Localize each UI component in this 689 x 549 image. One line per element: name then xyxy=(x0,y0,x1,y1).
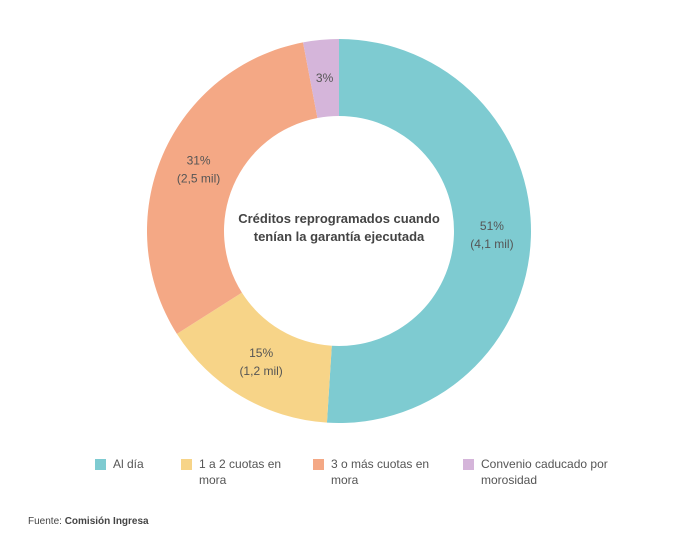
count-label: (4,1 mil) xyxy=(470,237,513,251)
value-label: 3% xyxy=(316,71,334,85)
slice xyxy=(176,292,332,423)
source-label: Fuente: xyxy=(28,516,62,527)
value-label: 15% xyxy=(249,346,273,360)
legend-label: Al día xyxy=(113,457,144,471)
value-label: 31% xyxy=(187,153,211,167)
slice xyxy=(303,39,339,119)
count-label: (2,5 mil) xyxy=(177,171,220,185)
legend-swatch xyxy=(463,459,474,470)
source-name: Comisión Ingresa xyxy=(64,516,149,527)
legend-label: 1 a 2 cuotas en mora xyxy=(199,457,282,487)
count-label: (1,2 mil) xyxy=(239,364,282,378)
legend-swatch xyxy=(313,459,324,470)
legend-swatch xyxy=(95,459,106,470)
source: Fuente: Comisión Ingresa xyxy=(28,516,149,527)
slice xyxy=(146,42,318,334)
legend-swatch xyxy=(181,459,192,470)
slice xyxy=(326,39,531,423)
legend-label: Convenio caducado por morosidad xyxy=(481,457,608,487)
legend-label: 3 o más cuotas en mora xyxy=(331,457,430,487)
chart-title: Créditos reprogramados cuando tenían la … xyxy=(238,211,440,244)
value-label: 51% xyxy=(480,219,504,233)
